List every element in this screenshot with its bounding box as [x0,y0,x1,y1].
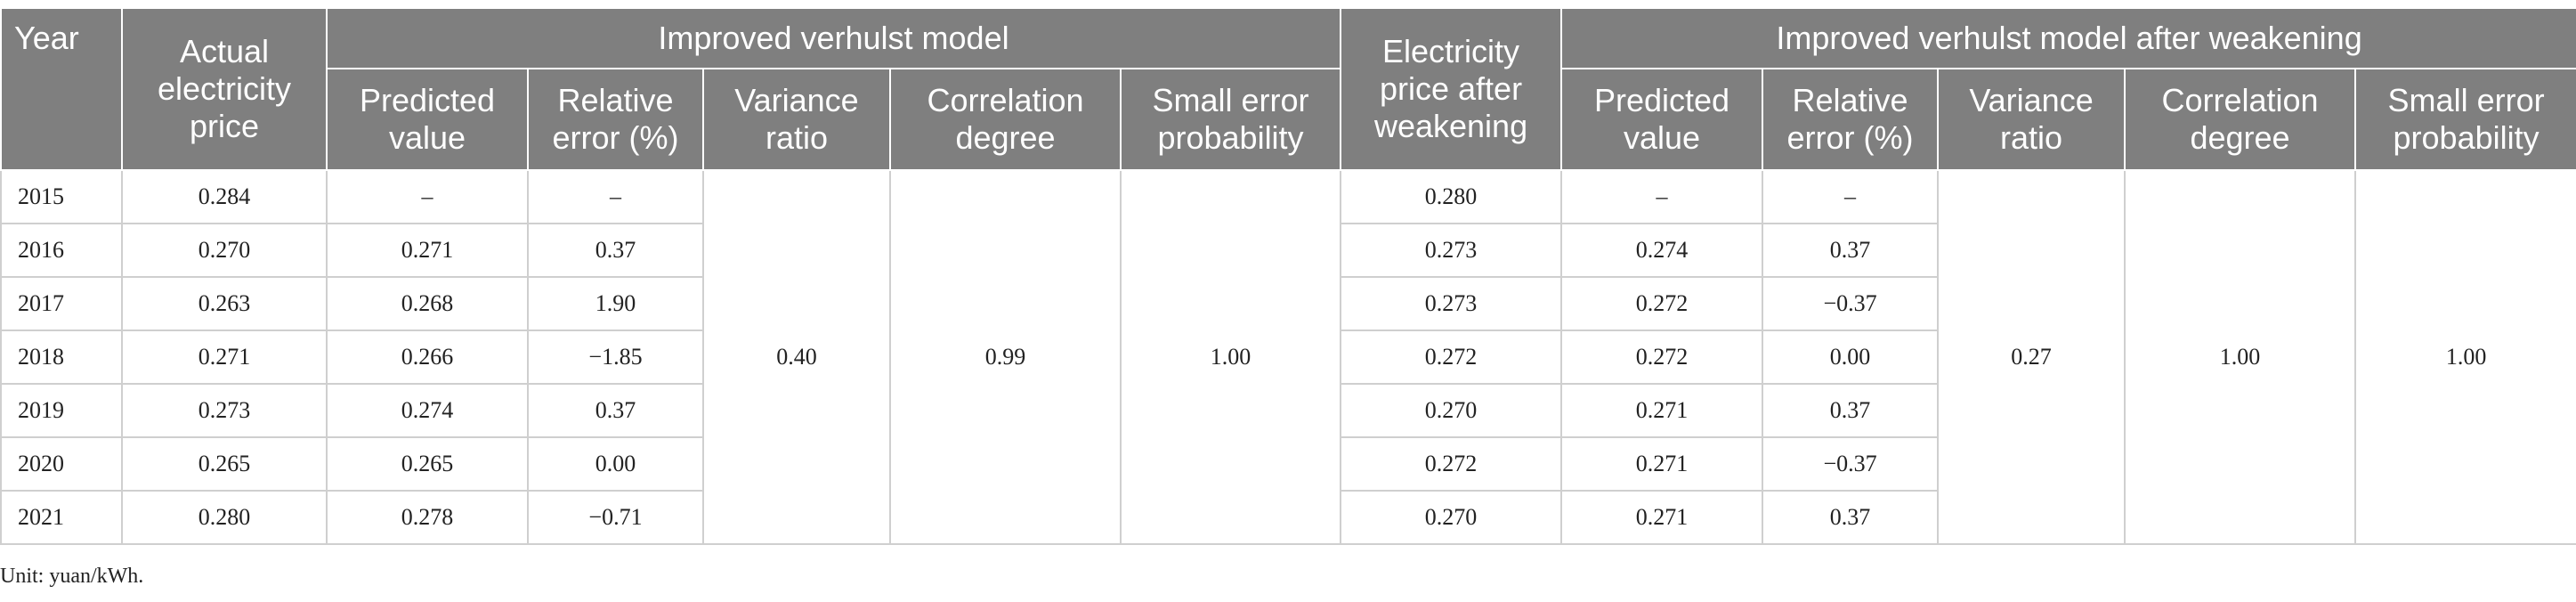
cell-predicted-value-weakened: 0.271 [1560,490,1764,545]
cell-predicted-value: 0.265 [326,436,529,492]
cell-predicted-value: 0.266 [326,329,529,385]
cell-relative-error: – [527,169,704,224]
cell-price-after-weakening: 0.280 [1340,169,1563,224]
cell-relative-error-weakened: – [1762,169,1940,224]
cell-year: 2015 [0,169,123,224]
cell-small-error-probability-weakened: 1.00 [2354,169,2576,545]
header-predicted-value: Predicted value [326,68,529,171]
cell-relative-error-weakened: −0.37 [1762,436,1940,492]
cell-year: 2019 [0,383,123,438]
table-row: 2019 0.273 0.274 0.37 0.270 0.271 0.37 [0,383,2576,438]
table-row: 2021 0.280 0.278 −0.71 0.270 0.271 0.37 [0,490,2576,545]
header-small-error-probability-weakened: Small error probability [2354,68,2576,171]
header-row-sub: Predicted value Relative error (%) Varia… [1,68,2576,171]
header-row-top: Year Actual electricity price Improved v… [0,7,2576,171]
header-actual-price: Actual electricity price [121,7,328,171]
header-variance-ratio: Variance ratio [702,68,891,171]
cell-relative-error: −0.71 [527,490,704,545]
cell-relative-error-weakened: 0.37 [1762,383,1940,438]
cell-predicted-value: 0.268 [326,276,529,331]
cell-relative-error-weakened: 0.00 [1762,329,1940,385]
cell-year: 2016 [0,223,123,278]
cell-year: 2017 [0,276,123,331]
cell-relative-error-weakened: 0.37 [1762,223,1940,278]
table-row: 2018 0.271 0.266 −1.85 0.272 0.272 0.00 [0,329,2576,385]
cell-price-after-weakening: 0.270 [1340,490,1563,545]
cell-predicted-value-weakened: 0.272 [1560,329,1764,385]
table-row: 2016 0.270 0.271 0.37 0.273 0.274 0.37 [0,223,2576,278]
cell-year: 2020 [0,436,123,492]
cell-price-after-weakening: 0.272 [1340,436,1563,492]
cell-actual-price: 0.270 [121,223,328,278]
header-small-error-probability: Small error probability [1119,68,1342,171]
cell-actual-price: 0.284 [121,169,328,224]
cell-small-error-probability: 1.00 [1119,169,1342,545]
cell-actual-price: 0.273 [121,383,328,438]
cell-relative-error-weakened: −0.37 [1762,276,1940,331]
cell-price-after-weakening: 0.273 [1340,223,1563,278]
cell-predicted-value-weakened: 0.272 [1560,276,1764,331]
cell-actual-price: 0.280 [121,490,328,545]
cell-correlation-degree-weakened: 1.00 [2124,169,2357,545]
header-relative-error: Relative error (%) [527,68,704,171]
cell-relative-error: 0.37 [527,223,704,278]
header-price-after-weakening: Electricity price after weakening [1340,7,1563,171]
cell-price-after-weakening: 0.272 [1340,329,1563,385]
cell-predicted-value: 0.271 [326,223,529,278]
table-row: 2017 0.263 0.268 1.90 0.273 0.272 −0.37 [0,276,2576,331]
cell-variance-ratio-weakened: 0.27 [1937,169,2126,545]
header-correlation-degree: Correlation degree [889,68,1122,171]
cell-predicted-value: 0.274 [326,383,529,438]
cell-relative-error: 0.00 [527,436,704,492]
results-table: Year Actual electricity price Improved v… [0,7,2576,545]
cell-actual-price: 0.265 [121,436,328,492]
cell-predicted-value: 0.278 [326,490,529,545]
cell-actual-price: 0.271 [121,329,328,385]
header-relative-error-weakened: Relative error (%) [1762,68,1940,171]
cell-relative-error: 1.90 [527,276,704,331]
cell-predicted-value: – [326,169,529,224]
cell-predicted-value-weakened: – [1560,169,1764,224]
table-row: 2020 0.265 0.265 0.00 0.272 0.271 −0.37 [0,436,2576,492]
cell-variance-ratio: 0.40 [702,169,891,545]
table-row: 2015 0.284 – – 0.40 0.99 1.00 0.280 – – … [0,169,2576,545]
cell-correlation-degree: 0.99 [889,169,1122,545]
header-improved-model-weakened: Improved verhulst model after weakening [1560,7,2576,69]
cell-predicted-value-weakened: 0.274 [1560,223,1764,278]
cell-price-after-weakening: 0.270 [1340,383,1563,438]
cell-year: 2021 [0,490,123,545]
cell-predicted-value-weakened: 0.271 [1560,383,1764,438]
cell-actual-price: 0.263 [121,276,328,331]
header-improved-model: Improved verhulst model [325,7,1342,69]
cell-predicted-value-weakened: 0.271 [1560,436,1764,492]
cell-relative-error: 0.37 [527,383,704,438]
table-footnote: Unit: yuan/kWh. [0,565,144,588]
cell-relative-error: −1.85 [527,329,704,385]
header-variance-ratio-weakened: Variance ratio [1937,68,2126,171]
cell-year: 2018 [0,329,123,385]
header-correlation-degree-weakened: Correlation degree [2124,68,2357,171]
header-year: Year [0,7,123,171]
cell-relative-error-weakened: 0.37 [1762,490,1940,545]
cell-price-after-weakening: 0.273 [1340,276,1563,331]
header-predicted-value-weakened: Predicted value [1560,68,1764,171]
